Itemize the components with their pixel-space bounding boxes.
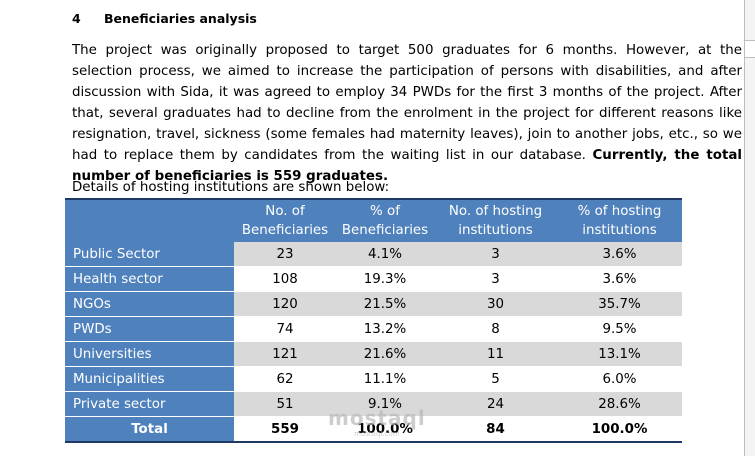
- paragraph-bold-conclusion: Currently, the total number of beneficia…: [72, 148, 742, 184]
- hosting-institutions-table: No. of Beneficiaries % of Beneficiaries …: [65, 198, 682, 443]
- row-label: Municipalities: [65, 366, 234, 392]
- body-paragraph: The project was originally proposed to t…: [72, 40, 742, 187]
- cell-pct-institutions: 6.0%: [557, 366, 682, 392]
- cell-no-beneficiaries: 74: [234, 316, 336, 342]
- cell-pct-beneficiaries: 9.1%: [336, 391, 434, 417]
- cell-no-beneficiaries: 23: [234, 242, 336, 267]
- total-row: Total 559 100.0% 84 100.0%: [65, 416, 682, 443]
- cell-no-beneficiaries: 120: [234, 291, 336, 317]
- cell-no-institutions: 11: [434, 341, 557, 367]
- total-label: Total: [65, 416, 234, 443]
- table-body: Public Sector 23 4.1% 3 3.6% Health sect…: [65, 242, 682, 443]
- row-label: Universities: [65, 341, 234, 367]
- total-no-institutions: 84: [434, 416, 557, 443]
- section-title: Beneficiaries analysis: [104, 11, 257, 26]
- total-pct-beneficiaries: 100.0%: [336, 416, 434, 443]
- cell-pct-institutions: 3.6%: [557, 242, 682, 267]
- header-pct-institutions: % of hosting institutions: [557, 198, 682, 242]
- table-row: Health sector 108 19.3% 3 3.6%: [65, 266, 682, 292]
- cell-pct-institutions: 3.6%: [557, 266, 682, 292]
- row-label: Private sector: [65, 391, 234, 417]
- cell-no-institutions: 5: [434, 366, 557, 392]
- cell-pct-institutions: 28.6%: [557, 391, 682, 417]
- table-row: Universities 121 21.6% 11 13.1%: [65, 341, 682, 367]
- cell-no-beneficiaries: 51: [234, 391, 336, 417]
- cell-no-beneficiaries: 62: [234, 366, 336, 392]
- row-label: Health sector: [65, 266, 234, 292]
- total-no-beneficiaries: 559: [234, 416, 336, 443]
- row-label: Public Sector: [65, 242, 234, 267]
- table-row: Public Sector 23 4.1% 3 3.6%: [65, 242, 682, 267]
- cell-pct-institutions: 35.7%: [557, 291, 682, 317]
- header-no-institutions: No. of hosting institutions: [434, 198, 557, 242]
- table-row: NGOs 120 21.5% 30 35.7%: [65, 291, 682, 317]
- header-blank: [65, 198, 234, 242]
- cell-pct-institutions: 9.5%: [557, 316, 682, 342]
- row-label: PWDs: [65, 316, 234, 342]
- cell-no-beneficiaries: 108: [234, 266, 336, 292]
- page-edge-scrollbar: [744, 0, 755, 456]
- row-label: NGOs: [65, 291, 234, 317]
- cell-no-institutions: 3: [434, 242, 557, 267]
- cell-pct-institutions: 13.1%: [557, 341, 682, 367]
- details-line: Details of hosting institutions are show…: [72, 180, 390, 195]
- cell-pct-beneficiaries: 19.3%: [336, 266, 434, 292]
- cell-no-beneficiaries: 121: [234, 341, 336, 367]
- table-row: Private sector 51 9.1% 24 28.6%: [65, 391, 682, 417]
- table-row: Municipalities 62 11.1% 5 6.0%: [65, 366, 682, 392]
- cell-pct-beneficiaries: 13.2%: [336, 316, 434, 342]
- section-heading: 4 Beneficiaries analysis: [72, 11, 257, 26]
- table-row: PWDs 74 13.2% 8 9.5%: [65, 316, 682, 342]
- cell-no-institutions: 30: [434, 291, 557, 317]
- paragraph-text: The project was originally proposed to t…: [72, 43, 742, 163]
- cell-pct-beneficiaries: 4.1%: [336, 242, 434, 267]
- cell-no-institutions: 8: [434, 316, 557, 342]
- header-no-beneficiaries: No. of Beneficiaries: [234, 198, 336, 242]
- cell-pct-beneficiaries: 21.5%: [336, 291, 434, 317]
- table-header-row: No. of Beneficiaries % of Beneficiaries …: [65, 198, 682, 242]
- cell-pct-beneficiaries: 11.1%: [336, 366, 434, 392]
- total-pct-institutions: 100.0%: [557, 416, 682, 443]
- cell-no-institutions: 24: [434, 391, 557, 417]
- cell-pct-beneficiaries: 21.6%: [336, 341, 434, 367]
- section-number: 4: [72, 11, 81, 26]
- cell-no-institutions: 3: [434, 266, 557, 292]
- header-pct-beneficiaries: % of Beneficiaries: [336, 198, 434, 242]
